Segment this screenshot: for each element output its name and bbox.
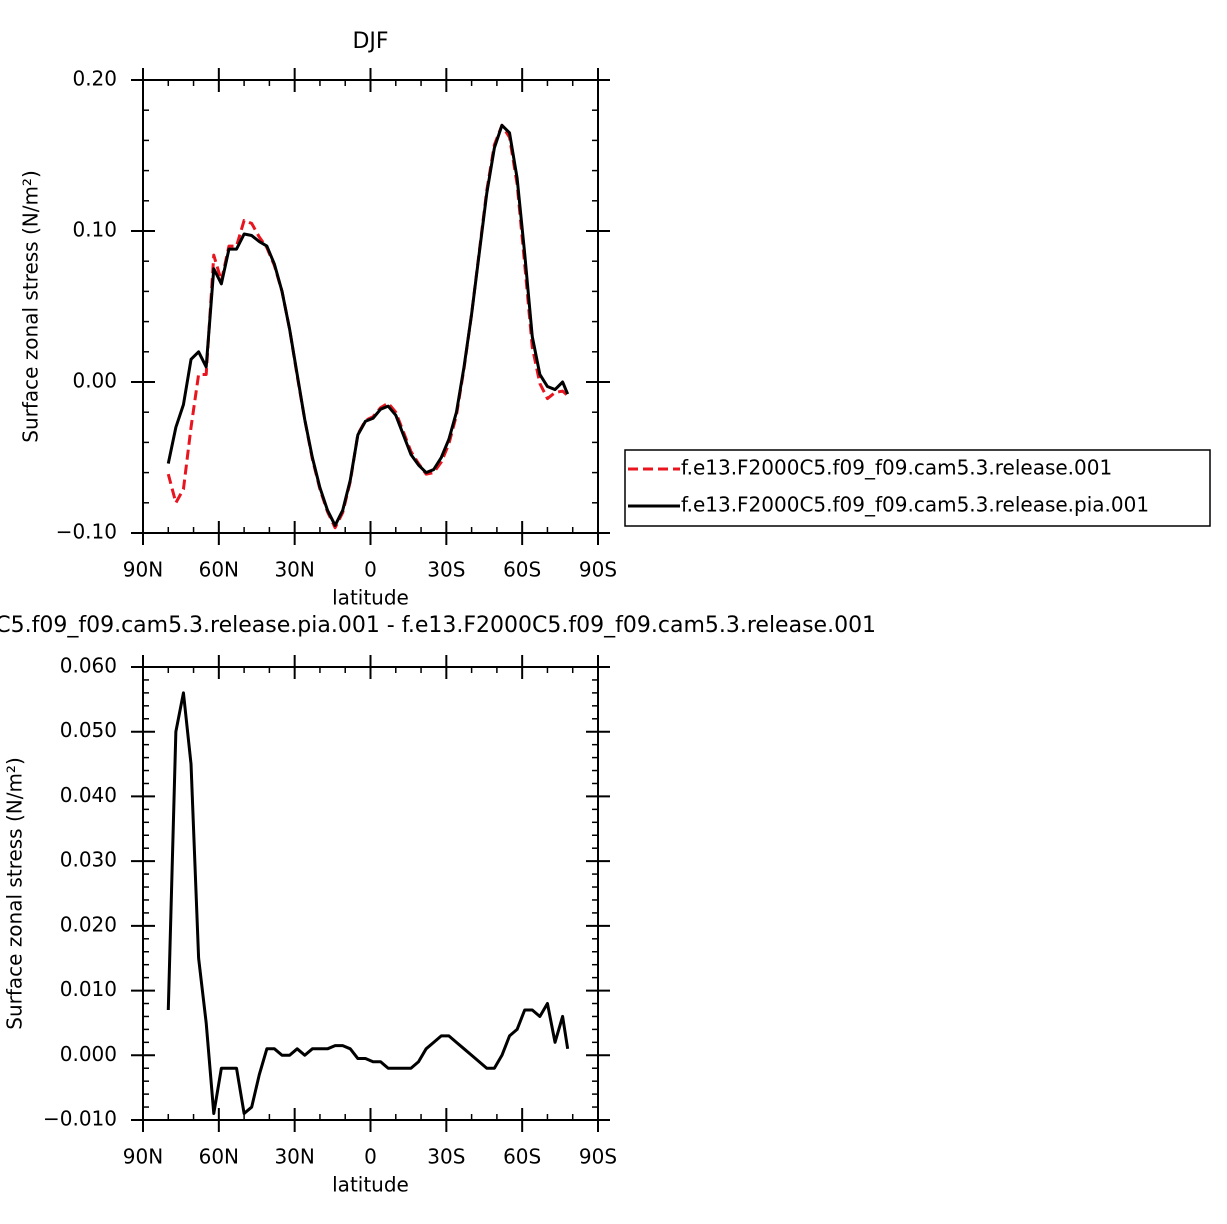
plot-frame (142, 79, 599, 534)
legend-box (624, 449, 1211, 527)
y-tick-label: 0.020 (60, 912, 117, 936)
plot-frame (142, 666, 599, 1121)
x-tick-label: 90N (123, 558, 163, 582)
y-tick-label: 0.00 (72, 369, 117, 393)
legend-label: f.e13.F2000C5.f09_f09.cam5.3.release.pia… (681, 493, 1149, 517)
x-tick-label: 0 (364, 1145, 377, 1169)
x-axis-label: latitude (332, 1173, 409, 1197)
x-tick-label: 60N (199, 1145, 239, 1169)
x-tick-label: 30N (274, 558, 314, 582)
y-tick-label: 0.030 (60, 848, 117, 872)
y-tick-label: 0.010 (60, 977, 117, 1001)
x-tick-label: 30S (427, 1145, 465, 1169)
y-tick-label: 0.060 (60, 654, 117, 678)
chart-title: DJF (352, 29, 388, 54)
data-line (166, 123, 570, 527)
y-tick-label: −0.10 (56, 520, 117, 544)
x-tick-label: 60S (503, 558, 541, 582)
legend-label: f.e13.F2000C5.f09_f09.cam5.3.release.001 (681, 456, 1112, 480)
chart-title: f.e13.F2000C5.f09_f09.cam5.3.release.pia… (0, 613, 876, 638)
x-tick-label: 90S (579, 1145, 617, 1169)
y-tick-label: 0.10 (72, 218, 117, 242)
x-tick-label: 90N (123, 1145, 163, 1169)
x-tick-label: 30N (274, 1145, 314, 1169)
x-tick-label: 60S (503, 1145, 541, 1169)
data-line (166, 123, 569, 530)
x-tick-label: 60N (199, 558, 239, 582)
y-tick-label: −0.010 (43, 1107, 117, 1131)
data-line (166, 691, 570, 1116)
y-tick-label: 0.040 (60, 783, 117, 807)
y-tick-label: 0.20 (72, 67, 117, 91)
y-tick-label: 0.000 (60, 1042, 117, 1066)
x-tick-label: 90S (579, 558, 617, 582)
x-tick-label: 0 (364, 558, 377, 582)
y-axis-label: Surface zonal stress (N/m²) (3, 757, 27, 1029)
x-axis-label: latitude (332, 586, 409, 610)
y-axis-label: Surface zonal stress (N/m²) (19, 170, 43, 442)
y-tick-label: 0.050 (60, 718, 117, 742)
x-tick-label: 30S (427, 558, 465, 582)
